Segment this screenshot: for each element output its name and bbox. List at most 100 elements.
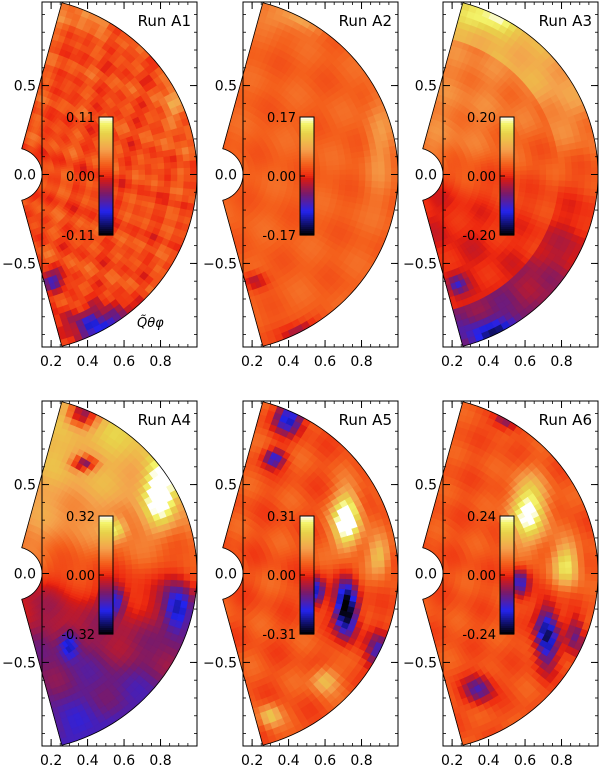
field-cell bbox=[539, 163, 547, 170]
field-cell bbox=[378, 174, 386, 182]
field-cell bbox=[352, 179, 360, 187]
field-cell bbox=[144, 174, 153, 181]
field-cell bbox=[358, 168, 367, 175]
field-cell bbox=[182, 153, 191, 162]
field-cell bbox=[333, 174, 341, 180]
field-cell bbox=[578, 167, 586, 175]
x-tick-label: 0.4 bbox=[277, 354, 299, 370]
field-cell bbox=[144, 184, 152, 192]
field-cell bbox=[545, 174, 554, 181]
field-cell bbox=[313, 170, 321, 175]
field-cell bbox=[370, 186, 379, 195]
field-cell bbox=[570, 154, 579, 163]
field-cell bbox=[144, 168, 153, 175]
field-cell bbox=[513, 174, 521, 179]
field-cell bbox=[176, 187, 184, 196]
field-cell bbox=[345, 174, 354, 181]
field-cell bbox=[584, 167, 592, 175]
colorbar-tick-label: 0.17 bbox=[267, 111, 296, 126]
field-cell bbox=[189, 181, 198, 190]
field-cell bbox=[526, 178, 534, 185]
y-tick-label: 0.0 bbox=[14, 168, 36, 184]
field-cell bbox=[177, 174, 185, 182]
y-tick-label: 0.5 bbox=[215, 79, 237, 95]
colorbar-tick-label: 0.00 bbox=[66, 170, 95, 185]
field-cell bbox=[125, 169, 133, 175]
field-cell bbox=[350, 190, 359, 198]
field-annotation: Q̃θφ bbox=[137, 316, 164, 331]
x-tick-label: 0.4 bbox=[76, 354, 98, 370]
field-cell bbox=[112, 174, 120, 179]
field-cell bbox=[564, 161, 573, 169]
field-cell bbox=[155, 191, 164, 199]
field-cell bbox=[170, 161, 178, 169]
field-cell bbox=[320, 169, 328, 175]
field-cell bbox=[112, 170, 120, 175]
field-cell bbox=[571, 174, 579, 182]
field-cell bbox=[125, 164, 133, 171]
y-tick-label: −0.5 bbox=[203, 256, 237, 272]
field-cell bbox=[552, 168, 560, 175]
field-cell bbox=[583, 187, 592, 196]
field-cell bbox=[538, 184, 547, 191]
field-cell bbox=[131, 164, 140, 171]
field-cell bbox=[119, 169, 127, 175]
field-cell bbox=[352, 162, 360, 170]
x-tick-label: 0.4 bbox=[477, 354, 499, 370]
field-cell bbox=[545, 168, 554, 175]
field-cell bbox=[513, 170, 521, 175]
field-cell bbox=[345, 184, 353, 192]
field-cell bbox=[545, 179, 553, 186]
field-cell bbox=[371, 174, 379, 182]
field-cell bbox=[371, 180, 379, 188]
field-cell bbox=[132, 169, 140, 175]
field-cell bbox=[150, 185, 159, 192]
field-cell bbox=[345, 179, 353, 186]
field-cell bbox=[571, 161, 579, 169]
y-tick-label: 0.0 bbox=[215, 168, 237, 184]
x-tick-label: 0.2 bbox=[40, 354, 62, 370]
field-cell bbox=[564, 155, 572, 163]
field-cell bbox=[163, 180, 172, 188]
field-cell bbox=[170, 174, 178, 182]
field-cell bbox=[564, 186, 572, 194]
field-cell bbox=[563, 192, 572, 200]
field-cell bbox=[182, 187, 191, 196]
field-cell bbox=[176, 160, 185, 169]
field-cell bbox=[112, 178, 120, 184]
field-cell bbox=[590, 181, 599, 190]
field-cell bbox=[550, 190, 559, 198]
field-cell bbox=[118, 178, 127, 184]
field-cell bbox=[168, 192, 177, 201]
field-cell bbox=[157, 179, 165, 187]
field-cell bbox=[332, 164, 341, 171]
field-cell bbox=[519, 182, 527, 189]
field-cell bbox=[170, 180, 178, 188]
field-cell bbox=[371, 161, 379, 169]
field-cell bbox=[532, 164, 541, 171]
field-cell bbox=[520, 174, 528, 180]
field-cell bbox=[345, 168, 354, 175]
field-cell bbox=[552, 162, 560, 170]
field-cell bbox=[533, 169, 541, 175]
field-cell bbox=[363, 192, 372, 200]
field-cell bbox=[326, 169, 334, 175]
field-cell bbox=[177, 167, 185, 175]
field-cell bbox=[545, 163, 553, 170]
field-cell bbox=[339, 174, 347, 181]
field-cell bbox=[378, 167, 386, 175]
field-cell bbox=[356, 191, 365, 199]
field-cell bbox=[339, 168, 347, 175]
y-tick-label: −0.5 bbox=[2, 256, 36, 272]
field-cell bbox=[138, 168, 146, 175]
field-cell bbox=[364, 155, 372, 163]
colorbar-tick-label: -0.17 bbox=[262, 229, 296, 244]
field-cell bbox=[577, 187, 585, 196]
field-cell bbox=[156, 185, 165, 193]
field-cell bbox=[365, 167, 373, 175]
x-tick-label: 0.2 bbox=[241, 354, 263, 370]
field-cell bbox=[358, 179, 366, 187]
field-cell bbox=[556, 191, 565, 199]
